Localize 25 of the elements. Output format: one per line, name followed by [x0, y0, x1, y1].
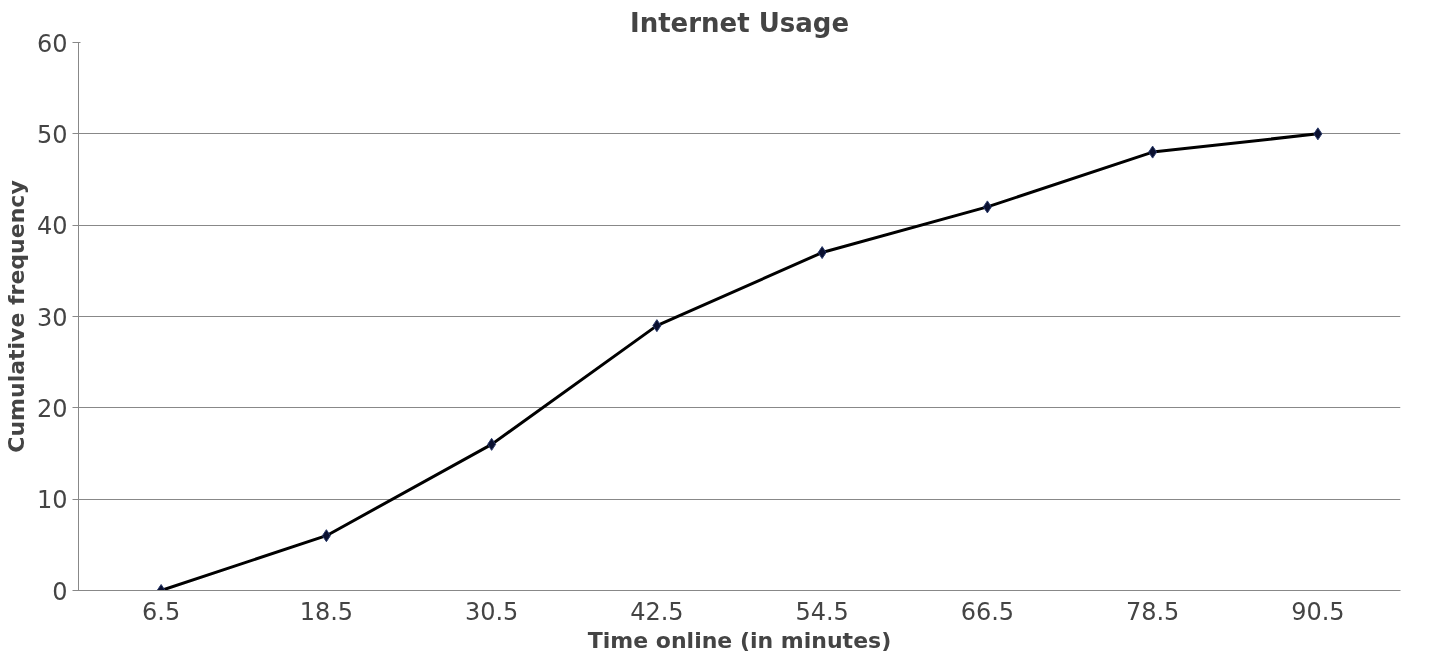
y-tick-label: 30 [36, 303, 68, 332]
point [1148, 145, 1158, 159]
y-axis-title: Cumulative frequency [3, 180, 29, 453]
y-tick-label: 10 [36, 486, 68, 515]
x-tick-label: 18.5 [299, 597, 354, 626]
point [321, 529, 331, 543]
x-tick-label: 78.5 [1125, 597, 1180, 626]
x-axis-title: Time online (in minutes) [587, 627, 892, 653]
y-tick-label: 50 [36, 120, 68, 149]
y-tick-label: 20 [36, 394, 68, 423]
point [652, 319, 662, 333]
point [817, 246, 827, 260]
x-tick-label: 30.5 [464, 597, 519, 626]
y-tick-label: 40 [36, 212, 68, 241]
point [1313, 127, 1323, 141]
chart-title: Internet Usage [629, 7, 850, 38]
x-tick-label: 66.5 [960, 597, 1015, 626]
point [982, 200, 992, 214]
y-tick-label: 0 [52, 577, 68, 606]
x-tick-label: 42.5 [630, 597, 684, 626]
point [487, 437, 497, 451]
y-tick-label: 60 [36, 29, 68, 58]
x-tick-label: 54.5 [795, 597, 849, 626]
x-tick-label: 90.5 [1291, 597, 1345, 626]
x-tick-label: 6.5 [142, 597, 181, 626]
